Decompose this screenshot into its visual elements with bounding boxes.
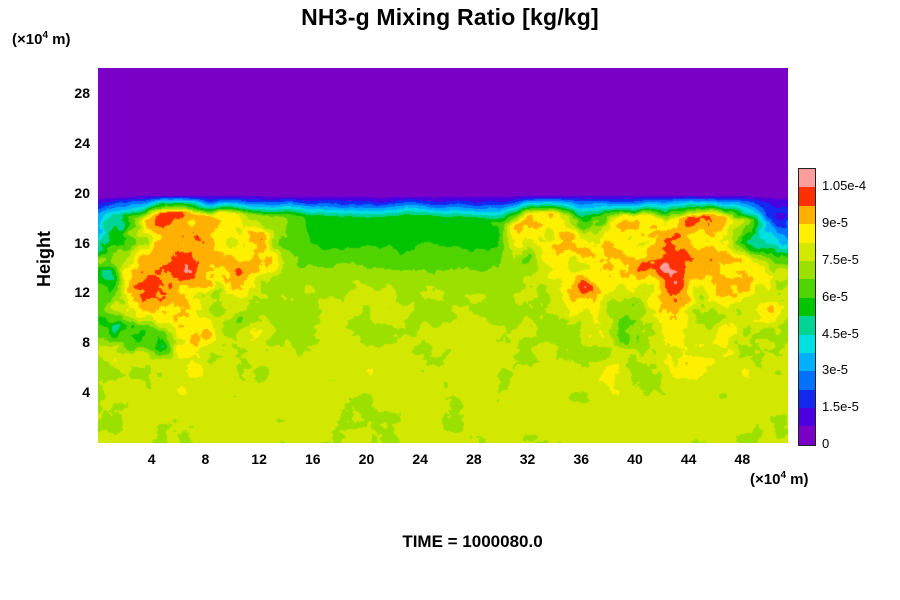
- y-axis-label: Height: [34, 231, 54, 287]
- colorbar-segment: [799, 371, 815, 390]
- x-tick-label: 16: [304, 451, 321, 467]
- colorbar: [798, 168, 816, 446]
- x-tick-label: 40: [627, 451, 643, 467]
- x-tick-label: 36: [573, 451, 590, 467]
- colorbar-segment: [799, 205, 815, 225]
- colorbar-segment: [799, 352, 815, 372]
- y-tick-label: 28: [74, 85, 90, 102]
- time-label: TIME = 1000080.0: [402, 532, 543, 551]
- y-unit-prefix: (×10: [12, 31, 43, 48]
- colorbar-segment: [799, 169, 815, 188]
- colorbar-segment: [799, 389, 815, 409]
- x-tick-label: 32: [519, 451, 536, 467]
- chart-title: NH3-g Mixing Ratio [kg/kg]: [301, 4, 599, 30]
- x-unit-exponent: 4: [780, 470, 787, 481]
- y-tick-label: 8: [82, 334, 90, 351]
- colorbar-tick-label: 3e-5: [822, 362, 849, 378]
- colorbar-tick-label: 1.5e-5: [822, 399, 859, 415]
- y-tick-label: 20: [74, 184, 90, 201]
- x-unit-suffix: m): [786, 471, 809, 488]
- colorbar-segment: [799, 279, 815, 298]
- y-tick-label: 16: [74, 234, 90, 251]
- y-tick-label: 24: [74, 134, 90, 151]
- colorbar-segment: [799, 187, 815, 206]
- x-tick-label: 28: [466, 451, 482, 467]
- x-tick-label: 24: [412, 451, 428, 467]
- colorbar-tick-label: 9e-5: [822, 215, 849, 231]
- colorbar-segment: [799, 408, 815, 427]
- colorbar-tick-label: 6e-5: [822, 288, 849, 304]
- x-axis-unit-label: (×104 m): [750, 470, 809, 488]
- x-tick-label: 4: [147, 451, 156, 467]
- colorbar-segment: [799, 224, 815, 243]
- colorbar-segment: [799, 316, 815, 335]
- colorbar-tick-label: 4.5e-5: [822, 325, 859, 341]
- x-tick-label: 48: [734, 451, 751, 467]
- x-tick-label: 44: [680, 451, 697, 467]
- y-tick-label: 4: [82, 384, 90, 401]
- heatmap-canvas: [98, 68, 788, 443]
- colorbar-segment: [799, 297, 815, 317]
- colorbar-segment: [799, 260, 815, 280]
- y-axis-unit-label: (×104 m): [12, 30, 71, 48]
- colorbar-segment: [799, 426, 815, 445]
- y-unit-suffix: m): [48, 31, 71, 48]
- colorbar-tick-label: 7.5e-5: [822, 252, 859, 267]
- colorbar-segment: [799, 334, 815, 353]
- colorbar-tick-label: 0: [822, 436, 830, 451]
- y-tick-label: 12: [74, 284, 90, 301]
- colorbar-tick-label: 1.05e-4: [822, 178, 867, 194]
- x-tick-label: 12: [251, 451, 267, 467]
- y-unit-exponent: 4: [42, 30, 49, 41]
- x-unit-prefix: (×10: [750, 471, 781, 488]
- x-tick-label: 8: [201, 451, 210, 467]
- x-tick-label: 20: [358, 451, 375, 467]
- colorbar-segment: [799, 242, 815, 261]
